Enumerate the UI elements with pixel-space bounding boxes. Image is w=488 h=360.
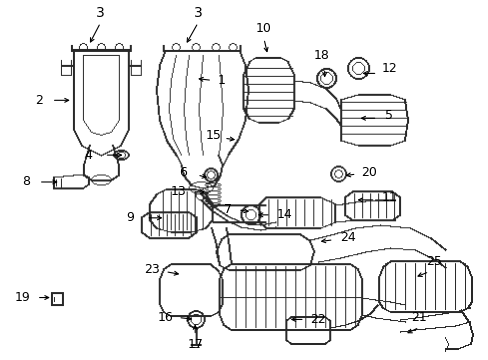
Text: 14: 14 <box>276 208 292 221</box>
Text: 6: 6 <box>179 166 187 179</box>
Text: 17: 17 <box>187 338 203 351</box>
Text: 15: 15 <box>205 129 221 142</box>
Text: 16: 16 <box>157 311 173 324</box>
Text: 10: 10 <box>255 22 271 35</box>
Text: 19: 19 <box>15 291 31 304</box>
Text: 11: 11 <box>381 192 397 204</box>
Text: 8: 8 <box>22 175 30 189</box>
Text: 25: 25 <box>426 255 441 268</box>
Text: 24: 24 <box>339 231 355 244</box>
Text: 22: 22 <box>309 313 325 326</box>
Text: 3: 3 <box>96 6 105 20</box>
Text: 4: 4 <box>84 149 92 162</box>
Text: 7: 7 <box>224 203 232 216</box>
Text: 13: 13 <box>170 185 186 198</box>
Text: 5: 5 <box>385 109 393 122</box>
Text: 9: 9 <box>126 211 134 224</box>
Text: 18: 18 <box>313 49 329 62</box>
Text: 1: 1 <box>218 74 225 87</box>
Text: 20: 20 <box>361 166 377 179</box>
Text: 12: 12 <box>381 62 397 75</box>
Text: 2: 2 <box>35 94 42 107</box>
Text: 3: 3 <box>193 6 202 20</box>
Text: 21: 21 <box>410 311 427 324</box>
Text: 23: 23 <box>144 263 160 276</box>
